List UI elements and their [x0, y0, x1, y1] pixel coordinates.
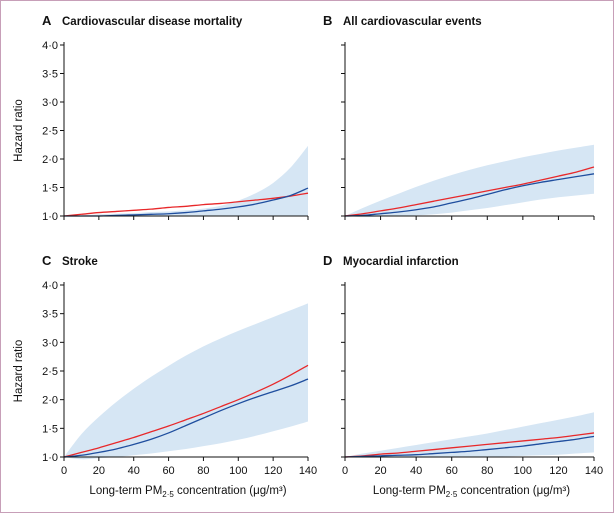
- panel-c-x-tick-label: 80: [197, 465, 209, 477]
- panel-a-y-tick-label: 2·0: [42, 154, 58, 166]
- panel-c-x-tick-label: 40: [128, 465, 140, 477]
- panel-b-title: All cardiovascular events: [343, 16, 482, 28]
- panel-d-x-axis-title: Long-term PM2·5 concentration (μg/m³): [373, 485, 570, 499]
- panel-a-y-tick-label: 2·5: [42, 126, 58, 138]
- panel-d-x-tick-label: 100: [514, 465, 532, 477]
- panel-c-linear-fit-line: [63, 364, 309, 458]
- panel-c-y-tick-label: 1·0: [42, 452, 58, 464]
- panel-d-linear-fit-line: [344, 432, 595, 458]
- panel-b: B All cardiovascular events: [323, 13, 595, 220]
- panel-c-x-tick-label: 100: [229, 465, 247, 477]
- panel-b-linear-fit-line: [344, 166, 595, 217]
- panel-d: D Myocardial infarction 0 20 40 60 80 100 120 140…: [323, 253, 603, 499]
- panel-c: C Stroke 1·0 1·5 2·0 2·5 3·0 3·5 4·0 0 20 40 60 80 100…: [13, 253, 317, 499]
- panel-d-x-tick-label: 60: [446, 465, 458, 477]
- panel-a: A Cardiovascular disease mortality 1·0 1·5 2…: [13, 13, 309, 223]
- panel-c-x-tick-label: 140: [299, 465, 317, 477]
- panel-d-confidence-band: [345, 412, 594, 458]
- panel-c-x-tick-label: 0: [61, 465, 67, 477]
- panel-c-y-tick-label: 1·5: [42, 423, 58, 435]
- panel-d-x-tick-label: 120: [549, 465, 567, 477]
- panel-d-x-tick-label: 20: [374, 465, 386, 477]
- panel-a-y-axis-title: Hazard ratio: [13, 99, 25, 162]
- panel-d-x-tick-label: 80: [481, 465, 493, 477]
- panel-d-x-tick-label: 0: [342, 465, 348, 477]
- panel-c-y-axis-title: Hazard ratio: [13, 340, 25, 403]
- panel-c-title: Stroke: [62, 256, 98, 268]
- panel-b-confidence-band: [345, 144, 594, 218]
- panel-b-spline-fit-line: [344, 173, 595, 217]
- panel-a-letter: A: [42, 13, 52, 28]
- panel-d-spline-fit-line: [344, 435, 595, 458]
- panel-a-linear-fit-line: [63, 192, 309, 217]
- panel-d-x-tick-label: 140: [585, 465, 603, 477]
- panel-a-y-tick-label: 1·5: [42, 183, 58, 195]
- panel-c-confidence-band: [64, 303, 308, 460]
- panel-c-y-tick-label: 2·0: [42, 395, 58, 407]
- panel-a-confidence-band: [64, 145, 308, 217]
- panel-d-letter: D: [323, 253, 332, 268]
- panel-d-x-tick-label: 40: [410, 465, 422, 477]
- panel-c-y-tick-label: 3·5: [42, 309, 58, 321]
- panel-a-y-tick-label: 4·0: [42, 40, 58, 52]
- panel-c-y-tick-label: 3·0: [42, 337, 58, 349]
- panel-c-x-axis-title: Long-term PM2·5 concentration (μg/m³): [89, 485, 286, 499]
- panel-a-y-tick-label: 3·0: [42, 97, 58, 109]
- panel-c-y-tick-label: 2·5: [42, 366, 58, 378]
- panel-c-x-tick-label: 20: [93, 465, 105, 477]
- panel-a-y-tick-label: 3·5: [42, 69, 58, 81]
- panel-a-y-tick-label: 1·0: [42, 211, 58, 223]
- panel-a-title: Cardiovascular disease mortality: [62, 16, 243, 28]
- panel-c-x-tick-label: 60: [162, 465, 174, 477]
- panel-c-y-tick-label: 4·0: [42, 280, 58, 292]
- panel-c-spline-fit-line: [63, 378, 309, 458]
- panel-b-letter: B: [323, 13, 332, 28]
- panel-d-title: Myocardial infarction: [343, 256, 459, 268]
- panel-c-letter: C: [42, 253, 52, 268]
- panel-c-x-tick-label: 120: [264, 465, 282, 477]
